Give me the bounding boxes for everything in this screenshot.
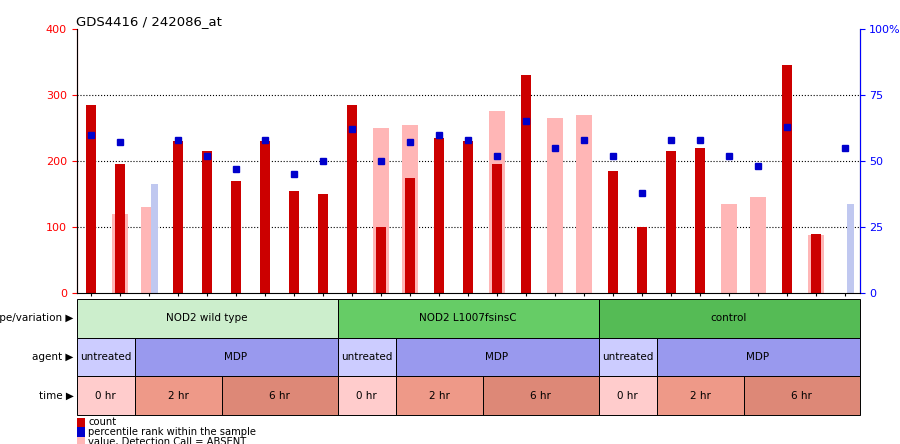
Bar [290,191,299,293]
Bar [489,111,505,293]
Bar [847,204,854,293]
Bar [405,178,415,293]
Bar [202,151,211,293]
Bar [76,437,86,444]
Bar [231,181,240,293]
Text: 2 hr: 2 hr [428,391,449,400]
Text: GDS4416 / 242086_at: GDS4416 / 242086_at [76,15,222,28]
Bar [174,141,183,293]
Bar [76,427,86,437]
Bar [598,338,656,377]
Bar [521,75,531,293]
Text: 6 hr: 6 hr [530,391,551,400]
Text: NOD2 wild type: NOD2 wild type [166,313,248,323]
Bar [576,115,592,293]
Bar [319,194,328,293]
Text: MDP: MDP [485,352,508,362]
Bar [637,227,646,293]
Bar [666,151,676,293]
Bar [76,377,134,415]
Bar [150,184,158,293]
Text: MDP: MDP [746,352,769,362]
Text: 6 hr: 6 hr [269,391,290,400]
Bar [696,148,705,293]
Bar [743,377,860,415]
Bar [86,105,95,293]
Bar [338,299,598,338]
Bar [721,204,737,293]
Bar [76,299,338,338]
Bar [435,138,444,293]
Text: NOD2 L1007fsinsC: NOD2 L1007fsinsC [419,313,517,323]
Bar [221,377,338,415]
Bar [492,164,501,293]
Bar [750,197,766,293]
Bar [547,118,563,293]
Text: control: control [711,313,747,323]
Bar [76,418,86,427]
Text: 2 hr: 2 hr [167,391,188,400]
Text: value, Detection Call = ABSENT: value, Detection Call = ABSENT [88,437,247,444]
Bar [808,235,824,293]
Bar [338,377,395,415]
Bar [376,227,385,293]
Bar [134,377,221,415]
Bar [115,164,124,293]
Bar [260,141,270,293]
Text: 0 hr: 0 hr [95,391,116,400]
Bar [347,105,356,293]
Bar [656,338,860,377]
Text: agent ▶: agent ▶ [32,352,74,362]
Text: 2 hr: 2 hr [689,391,710,400]
Bar [141,207,157,293]
Text: untreated: untreated [80,352,131,362]
Bar [395,338,598,377]
Bar [598,299,860,338]
Text: untreated: untreated [341,352,392,362]
Bar [134,338,338,377]
Text: percentile rank within the sample: percentile rank within the sample [88,427,256,437]
Text: time ▶: time ▶ [39,391,74,400]
Text: 0 hr: 0 hr [356,391,377,400]
Bar [76,338,134,377]
Bar [598,377,656,415]
Bar [112,214,128,293]
Text: 6 hr: 6 hr [791,391,812,400]
Text: MDP: MDP [224,352,248,362]
Bar [338,338,395,377]
Bar [482,377,598,415]
Bar [373,128,389,293]
Text: untreated: untreated [602,352,653,362]
Bar [464,141,472,293]
Bar [812,234,821,293]
Bar [782,65,792,293]
Text: genotype/variation ▶: genotype/variation ▶ [0,313,74,323]
Text: 0 hr: 0 hr [617,391,638,400]
Bar [656,377,743,415]
Bar [402,125,418,293]
Text: count: count [88,417,116,428]
Bar [395,377,482,415]
Bar [608,171,617,293]
